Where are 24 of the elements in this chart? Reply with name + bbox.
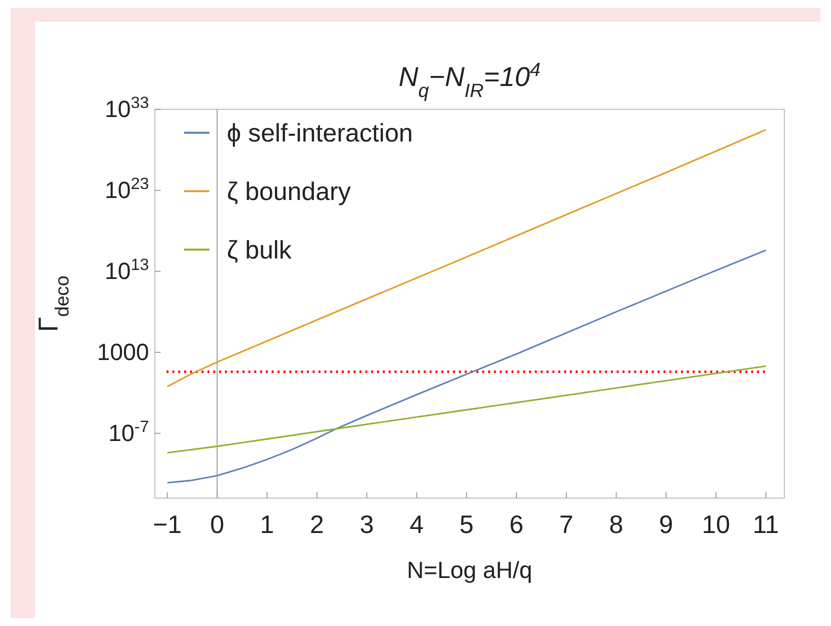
line-series (166, 365, 767, 454)
x-tick-label: 2 (310, 511, 324, 540)
y-tick-label: 10$^{-7}$ (108, 418, 149, 446)
x-tick-label: 1 (260, 511, 274, 540)
x-tick-label: 3 (360, 511, 374, 540)
x-tick-label: 4 (410, 511, 424, 540)
x-tick-label: 7 (559, 511, 574, 540)
x-tick-label: 10 (702, 511, 730, 540)
x-tick-label: −1 (152, 511, 182, 540)
legend-label: ζ bulk (226, 236, 292, 264)
x-tick-label: 11 (752, 511, 780, 540)
x-tick-label: 8 (609, 511, 624, 540)
legend-label: ϕ self-interaction (226, 120, 413, 148)
y-tick-label: 10$^{13}$ (104, 256, 149, 284)
x-tick-label: 5 (460, 511, 474, 540)
y-tick-label: 1000 (96, 339, 149, 366)
x-tick-label: 9 (659, 511, 674, 540)
y-tick-label: 10$^{23}$ (104, 175, 149, 204)
legend-label: ζ boundary (226, 178, 352, 206)
x-tick-label: 0 (210, 511, 224, 540)
y-tick-label: 10$^{33}$ (104, 94, 149, 122)
x-axis-title: N=Log aH/q (406, 557, 532, 584)
chart-title: N$_{q}$−N$_{IR}$=10$^{4}$ (398, 59, 541, 102)
x-tick-label: 6 (509, 511, 524, 540)
